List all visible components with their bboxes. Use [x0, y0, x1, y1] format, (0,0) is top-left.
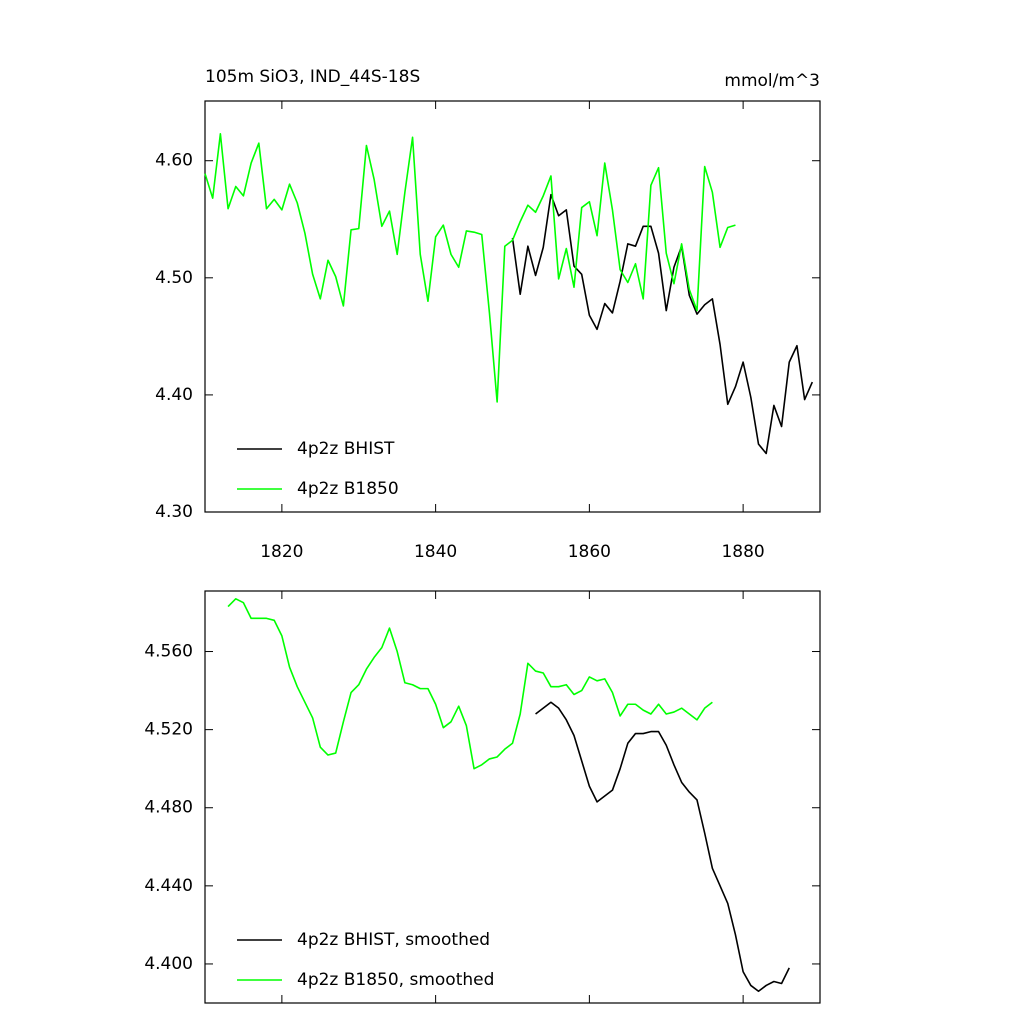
y-tick-label: 4.50 [155, 268, 193, 288]
y-tick-label: 4.40 [155, 385, 193, 405]
y-tick-label: 4.30 [155, 502, 193, 522]
series-line [204, 132, 736, 403]
x-tick-label: 1820 [260, 542, 303, 562]
series-line [227, 598, 713, 770]
y-tick-label: 4.560 [144, 642, 193, 662]
series-line [511, 193, 814, 455]
x-tick-label: 1860 [568, 542, 611, 562]
legend-label: 4p2z B1850, smoothed [297, 970, 494, 990]
units-label: mmol/m^3 [724, 71, 820, 91]
x-tick-label: 1880 [721, 542, 764, 562]
y-tick-label: 4.400 [144, 954, 193, 974]
plot-frame [204, 590, 821, 1004]
y-tick-label: 4.440 [144, 876, 193, 896]
legend-label: 4p2z BHIST [297, 439, 395, 459]
y-tick-label: 4.520 [144, 720, 193, 740]
y-tick-label: 4.480 [144, 798, 193, 818]
legend-label: 4p2z BHIST, smoothed [297, 930, 490, 950]
plot-frame [204, 100, 821, 513]
chart-title: 105m SiO3, IND_44S-18S [205, 67, 420, 87]
series-line [535, 701, 790, 993]
x-tick-label: 1840 [414, 542, 457, 562]
y-tick-label: 4.60 [155, 151, 193, 171]
legend-label: 4p2z B1850 [297, 479, 399, 499]
